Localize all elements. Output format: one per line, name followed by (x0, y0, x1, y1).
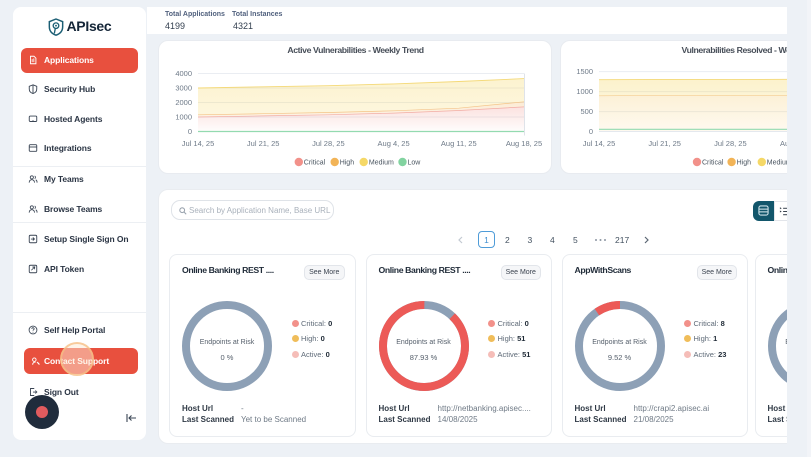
svg-text:2000: 2000 (175, 98, 192, 107)
svg-text:0: 0 (589, 127, 593, 136)
svg-text:3000: 3000 (175, 84, 192, 93)
svg-text:Low: Low (407, 160, 421, 167)
svg-text:Aug 11, 25: Aug 11, 25 (440, 139, 476, 148)
svg-text:Critical: Critical (303, 160, 325, 167)
svg-text:Jul 14, 25: Jul 14, 25 (181, 139, 214, 148)
svg-text:High: High (737, 160, 752, 167)
svg-text:500: 500 (580, 107, 593, 116)
svg-text:1000: 1000 (576, 87, 593, 96)
svg-text:1500: 1500 (576, 67, 593, 76)
svg-text:High: High (339, 160, 354, 167)
svg-text:Jul 28, 25: Jul 28, 25 (312, 139, 345, 148)
svg-text:Aug 4, 25: Aug 4, 25 (780, 139, 787, 148)
svg-text:Medium: Medium (368, 160, 393, 167)
svg-text:Jul 14, 25: Jul 14, 25 (583, 139, 616, 148)
svg-text:Aug 4, 25: Aug 4, 25 (377, 139, 409, 148)
svg-text:0: 0 (187, 127, 191, 136)
svg-text:Jul 28, 25: Jul 28, 25 (714, 139, 747, 148)
svg-text:Medium: Medium (767, 160, 787, 167)
svg-text:Critical: Critical (702, 160, 724, 167)
svg-text:1000: 1000 (175, 113, 192, 122)
svg-text:4000: 4000 (175, 69, 192, 78)
svg-text:Jul 21, 25: Jul 21, 25 (246, 139, 279, 148)
svg-text:Jul 21, 25: Jul 21, 25 (648, 139, 681, 148)
svg-text:Aug 18, 25: Aug 18, 25 (505, 139, 541, 148)
